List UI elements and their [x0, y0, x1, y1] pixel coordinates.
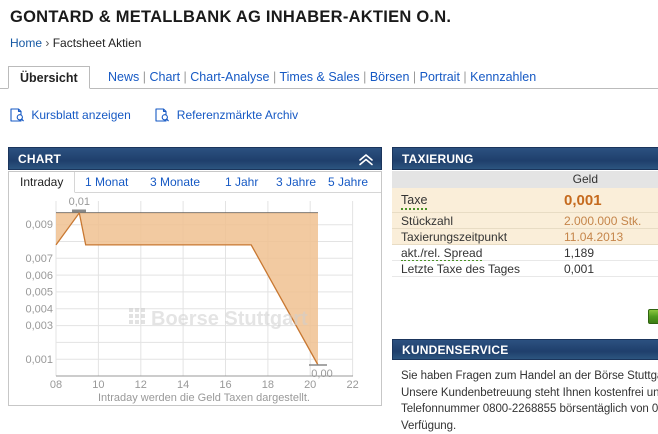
svg-text:0,00: 0,00	[311, 368, 332, 380]
svg-text:10: 10	[92, 379, 104, 391]
svg-text:14: 14	[177, 379, 189, 391]
svg-text:0,01: 0,01	[69, 196, 90, 208]
svg-text:20: 20	[304, 379, 316, 391]
svg-text:18: 18	[262, 379, 274, 391]
svg-text:08: 08	[50, 379, 62, 391]
svg-text:Intraday werden die Geld Taxen: Intraday werden die Geld Taxen dargestel…	[98, 392, 310, 404]
svg-text:0,004: 0,004	[25, 303, 53, 315]
svg-text:16: 16	[219, 379, 231, 391]
svg-text:0,006: 0,006	[25, 270, 53, 282]
svg-text:Boerse Stuttgart: Boerse Stuttgart	[151, 308, 308, 330]
svg-text:0,005: 0,005	[25, 287, 53, 299]
svg-text:22: 22	[346, 379, 358, 391]
svg-text:0,003: 0,003	[25, 320, 53, 332]
svg-text:0,009: 0,009	[25, 219, 53, 231]
svg-text:0,007: 0,007	[25, 253, 53, 265]
svg-text:12: 12	[135, 379, 147, 391]
svg-text:0,001: 0,001	[25, 354, 53, 366]
